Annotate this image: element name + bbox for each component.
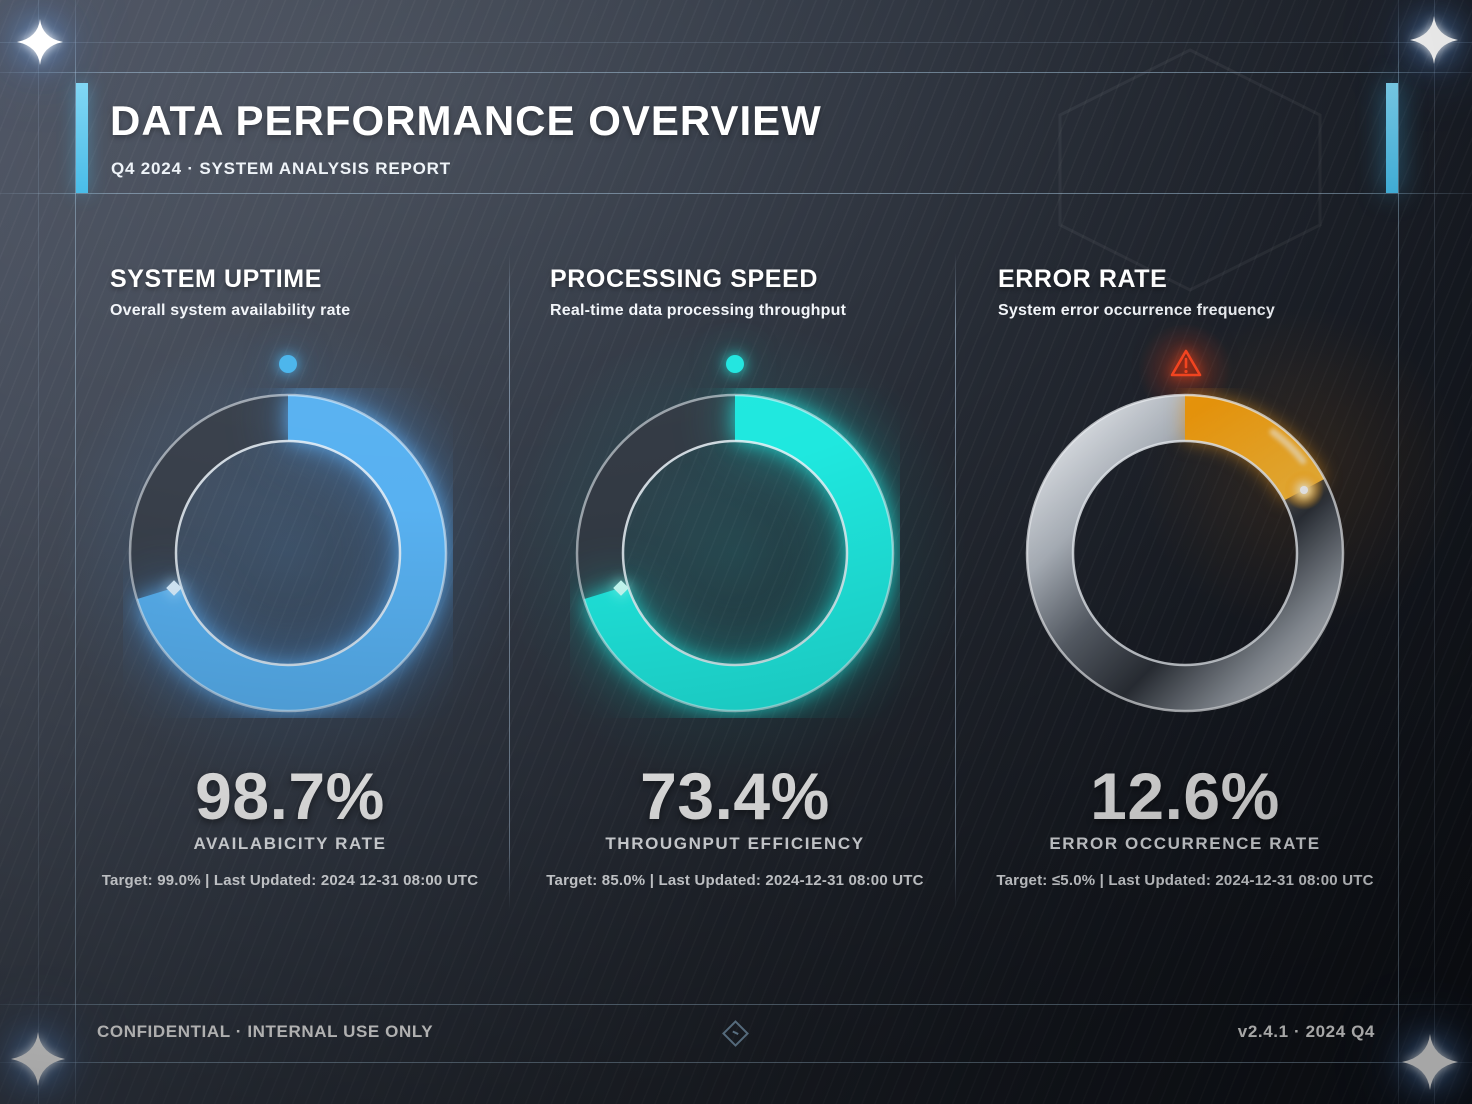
- metric-meta: Target: ≤5.0% | Last Updated: 2024-12-31…: [996, 872, 1374, 889]
- card-title-error-rate: ERROR RATE: [998, 265, 1168, 293]
- warning-icon: [1170, 349, 1202, 377]
- grid-line-h-footer-bottom: [0, 1062, 1472, 1063]
- metric-label: ERROR OCCURRENCE RATE: [1049, 834, 1321, 853]
- card-divider: [509, 253, 510, 910]
- metric-label: THROUGNPUT EFFICIENCY: [605, 834, 865, 853]
- metric-value: 73.4%: [640, 759, 830, 833]
- sparkle-icon: [11, 1032, 65, 1086]
- card-title-system-uptime: SYSTEM UPTIME: [110, 265, 322, 293]
- hexagon-decoration: [1058, 48, 1322, 292]
- metric-value: 12.6%: [1090, 759, 1280, 833]
- card-subtitle: System error occurrence frequency: [998, 302, 1275, 319]
- footer-confidential-text: CONFIDENTIAL · INTERNAL USE ONLY: [97, 1022, 434, 1041]
- grid-line-v-right: [1398, 0, 1399, 1104]
- sparkle-icon: [1410, 16, 1458, 64]
- gauge-system-uptime: [123, 388, 453, 718]
- card-title-processing-speed: PROCESSING SPEED: [550, 265, 818, 293]
- card-subtitle: Overall system availability rate: [110, 302, 351, 319]
- status-dot-icon: [726, 355, 744, 373]
- status-dot-icon: [279, 355, 297, 373]
- grid-line-v-right-outer: [1434, 0, 1435, 1104]
- page-title: DATA PERFORMANCE OVERVIEW: [110, 97, 822, 144]
- metric-meta: Target: 99.0% | Last Updated: 2024 12-31…: [101, 872, 479, 889]
- diamond-icon: [722, 1020, 749, 1047]
- card-divider: [955, 253, 956, 910]
- page-subtitle: Q4 2024 · SYSTEM ANALYSIS REPORT: [111, 159, 451, 178]
- header-accent-bar-right: [1386, 83, 1398, 193]
- grid-line-h-header-bottom: [0, 193, 1472, 194]
- grid-line-h-footer-top: [0, 1004, 1472, 1005]
- grid-line-h-top: [0, 72, 1472, 73]
- grid-line-h-top-outer: [0, 42, 1472, 43]
- metric-value: 98.7%: [195, 759, 385, 833]
- sparkle-icon: [17, 19, 63, 65]
- footer-version-text: v2.4.1 · 2024 Q4: [1237, 1022, 1375, 1041]
- metric-meta: Target: 85.0% | Last Updated: 2024-12-31…: [546, 872, 924, 889]
- gauge-error-rate: [1020, 388, 1350, 718]
- metric-label: AVAILABICITY RATE: [193, 834, 387, 853]
- gauge-processing-speed: [570, 388, 900, 718]
- card-subtitle: Real-time data processing throughput: [550, 302, 847, 319]
- sparkle-icon: [1402, 1034, 1458, 1090]
- header-accent-bar-left: [76, 83, 88, 193]
- grid-line-v-left-outer: [38, 0, 39, 1104]
